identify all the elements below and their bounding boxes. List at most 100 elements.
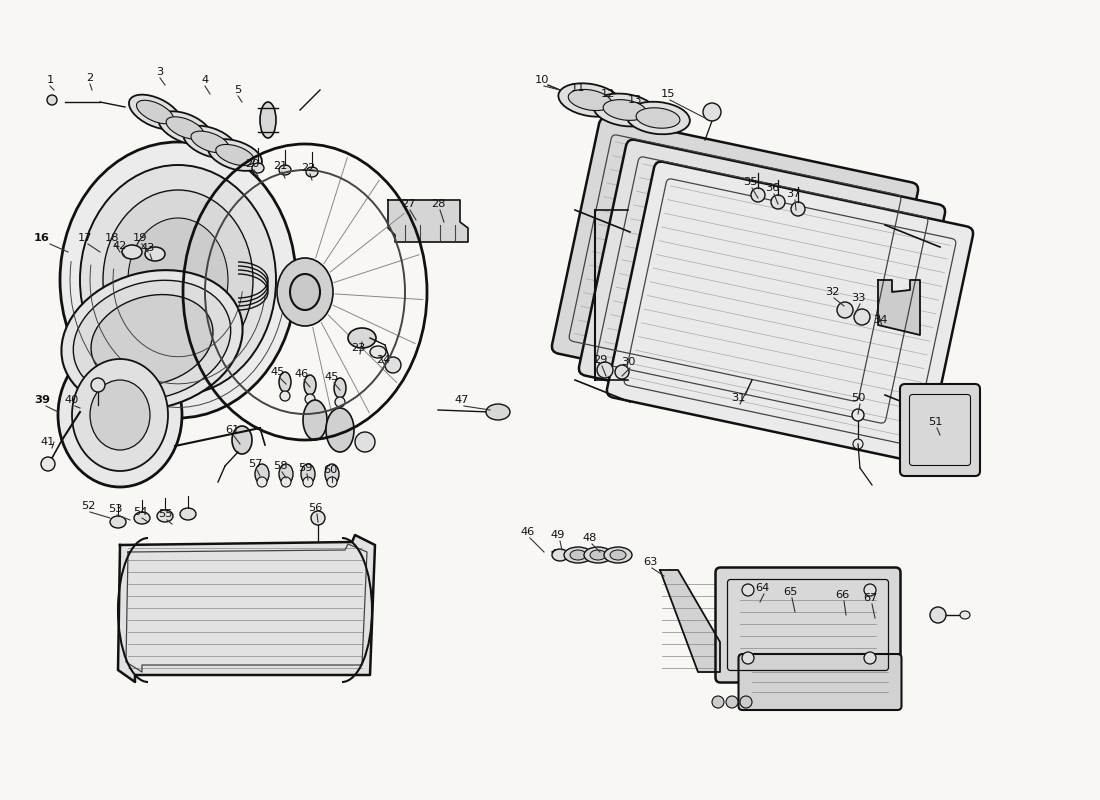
- Ellipse shape: [712, 696, 724, 708]
- Polygon shape: [660, 570, 720, 672]
- Text: 49: 49: [551, 530, 565, 540]
- Ellipse shape: [636, 108, 680, 128]
- Text: 66: 66: [835, 590, 849, 600]
- Ellipse shape: [593, 94, 657, 126]
- Ellipse shape: [854, 309, 870, 325]
- Ellipse shape: [216, 145, 254, 166]
- Text: 45: 45: [324, 372, 339, 382]
- Ellipse shape: [726, 696, 738, 708]
- Text: 28: 28: [431, 199, 446, 209]
- Text: 64: 64: [755, 583, 769, 593]
- Ellipse shape: [90, 380, 150, 450]
- FancyBboxPatch shape: [579, 140, 945, 440]
- Text: 41: 41: [41, 437, 55, 447]
- Ellipse shape: [58, 343, 182, 487]
- Text: 13: 13: [628, 95, 642, 105]
- Text: 33: 33: [850, 293, 866, 303]
- Ellipse shape: [791, 202, 805, 216]
- Ellipse shape: [370, 346, 386, 358]
- Text: 46: 46: [521, 527, 535, 537]
- Text: 57: 57: [248, 459, 262, 469]
- Ellipse shape: [385, 357, 402, 373]
- Ellipse shape: [348, 328, 376, 348]
- Text: 34: 34: [872, 315, 888, 325]
- Ellipse shape: [301, 464, 315, 484]
- Ellipse shape: [60, 142, 296, 418]
- Text: 3: 3: [156, 67, 164, 77]
- Ellipse shape: [311, 511, 324, 525]
- Ellipse shape: [336, 397, 345, 407]
- Text: 30: 30: [620, 357, 636, 367]
- Ellipse shape: [570, 550, 586, 560]
- Ellipse shape: [252, 163, 264, 173]
- Ellipse shape: [208, 139, 262, 171]
- Ellipse shape: [280, 391, 290, 401]
- Text: 1: 1: [46, 75, 54, 85]
- Text: 32: 32: [825, 287, 839, 297]
- Ellipse shape: [960, 611, 970, 619]
- Ellipse shape: [740, 696, 752, 708]
- Ellipse shape: [184, 126, 236, 158]
- Ellipse shape: [324, 464, 339, 484]
- Ellipse shape: [74, 280, 231, 400]
- Text: 31: 31: [730, 393, 746, 403]
- Ellipse shape: [334, 378, 346, 398]
- Ellipse shape: [327, 477, 337, 487]
- Ellipse shape: [486, 404, 510, 420]
- Ellipse shape: [751, 188, 764, 202]
- Ellipse shape: [279, 165, 292, 175]
- Ellipse shape: [255, 464, 270, 484]
- Ellipse shape: [864, 584, 876, 596]
- Text: 11: 11: [571, 83, 585, 93]
- Ellipse shape: [326, 408, 354, 452]
- Ellipse shape: [277, 258, 333, 326]
- Text: 48: 48: [583, 533, 597, 543]
- Text: 29: 29: [593, 355, 607, 365]
- Ellipse shape: [122, 245, 142, 259]
- Ellipse shape: [280, 477, 292, 487]
- Ellipse shape: [604, 547, 632, 563]
- Ellipse shape: [930, 607, 946, 623]
- Ellipse shape: [742, 652, 754, 664]
- Text: 20: 20: [245, 159, 260, 169]
- Text: 46: 46: [295, 369, 309, 379]
- Text: 16: 16: [34, 233, 50, 243]
- Ellipse shape: [615, 365, 629, 379]
- Text: 45: 45: [271, 367, 285, 377]
- Ellipse shape: [72, 359, 168, 471]
- Text: 59: 59: [298, 463, 312, 473]
- Ellipse shape: [129, 94, 182, 130]
- Text: 60: 60: [322, 465, 338, 475]
- Ellipse shape: [257, 477, 267, 487]
- Ellipse shape: [597, 362, 613, 378]
- Text: 54: 54: [133, 507, 147, 517]
- Ellipse shape: [166, 117, 204, 139]
- Ellipse shape: [134, 512, 150, 524]
- Text: 53: 53: [108, 504, 122, 514]
- Ellipse shape: [80, 165, 276, 395]
- Ellipse shape: [864, 652, 876, 664]
- Text: 40: 40: [65, 395, 79, 405]
- Text: 42: 42: [113, 241, 128, 251]
- FancyBboxPatch shape: [900, 384, 980, 476]
- FancyBboxPatch shape: [738, 654, 902, 710]
- Ellipse shape: [302, 477, 313, 487]
- Ellipse shape: [355, 432, 375, 452]
- Ellipse shape: [279, 372, 292, 392]
- Ellipse shape: [191, 131, 229, 153]
- Ellipse shape: [103, 190, 253, 370]
- Ellipse shape: [742, 584, 754, 596]
- Ellipse shape: [158, 111, 211, 145]
- Ellipse shape: [91, 294, 213, 386]
- Text: 51: 51: [927, 417, 943, 427]
- Polygon shape: [388, 200, 467, 242]
- Text: 22: 22: [301, 163, 315, 173]
- FancyBboxPatch shape: [715, 567, 901, 682]
- Text: 58: 58: [273, 461, 287, 471]
- Ellipse shape: [128, 218, 228, 342]
- Ellipse shape: [41, 457, 55, 471]
- Ellipse shape: [62, 270, 243, 410]
- Text: 55: 55: [157, 509, 173, 519]
- Text: 23: 23: [351, 343, 365, 353]
- Ellipse shape: [559, 83, 621, 117]
